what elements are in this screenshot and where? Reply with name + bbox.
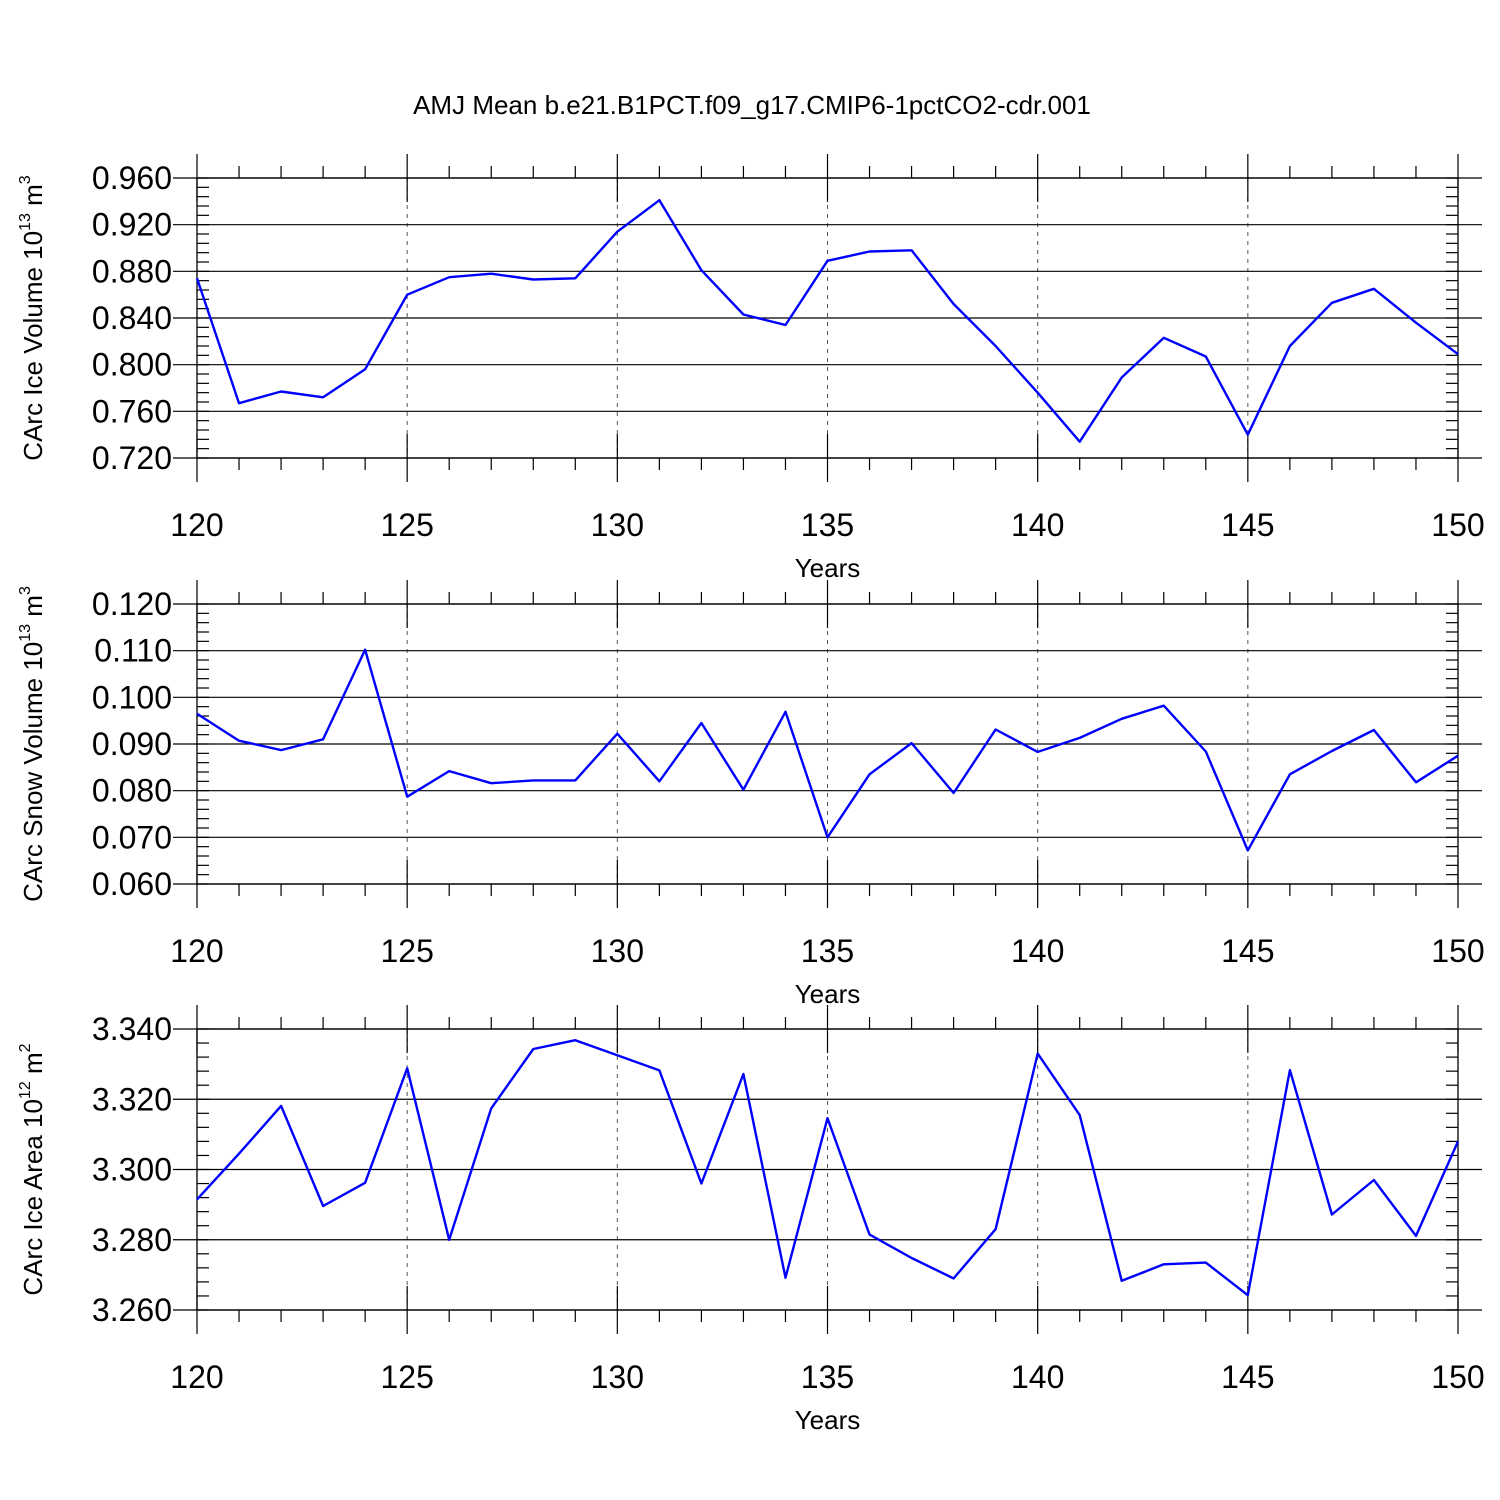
x-tick-label-125: 125: [380, 507, 433, 543]
series-line-panel-1: [195, 198, 1459, 443]
y-axis-label-superscript: 3: [17, 586, 34, 595]
chart-title: AMJ Mean b.e21.B1PCT.f09_g17.CMIP6-1pctC…: [413, 90, 1091, 120]
plot-frame: [196, 603, 1459, 885]
x-tick-label-145: 145: [1221, 1359, 1274, 1395]
panel-3: 3.260 3.280 3.300 3.320 3.340 120 125 130 135 140…: [17, 1005, 1485, 1435]
plot-frame: [196, 177, 1459, 459]
x-tick-label-130: 130: [591, 507, 644, 543]
y-tick-label-0.060: 0.060: [92, 866, 172, 902]
y-tick-label-3.260: 3.260: [92, 1292, 172, 1328]
x-tick-label-140: 140: [1011, 1359, 1064, 1395]
x-tick-label-135: 135: [801, 933, 854, 969]
y-tick-label-0.120: 0.120: [92, 586, 172, 622]
x-tick-label-125: 125: [380, 933, 433, 969]
x-tick-label-130: 130: [591, 933, 644, 969]
x-axis-label: Years: [795, 553, 861, 583]
plot-frame: [196, 1028, 1459, 1311]
y-axis-label-text: CArc Ice Volume 10: [18, 231, 48, 461]
x-tick-label-125: 125: [380, 1359, 433, 1395]
panel-1: 0.720 0.760 0.800 0.840 0.880 0.920 0.960 120 12…: [17, 154, 1485, 583]
y-tick-label-0.110: 0.110: [94, 633, 172, 669]
y-axis-label-text: m: [18, 595, 48, 624]
y-axis-label: CArc Snow Volume 1013 m3: [17, 586, 48, 902]
y-axis-label-superscript: 13: [17, 213, 34, 231]
x-tick-label-120: 120: [170, 1359, 223, 1395]
y-tick-label-0.100: 0.100: [92, 679, 172, 715]
y-axis-label-text: CArc Ice Area 10: [18, 1099, 48, 1296]
x-tick-label-150: 150: [1431, 507, 1484, 543]
x-axis-label: Years: [795, 979, 861, 1009]
y-tick-label-0.090: 0.090: [92, 726, 172, 762]
y-tick-label-0.720: 0.720: [92, 440, 172, 476]
y-tick-label-0.840: 0.840: [92, 300, 172, 336]
x-tick-label-140: 140: [1011, 933, 1064, 969]
x-axis-label: Years: [795, 1405, 861, 1435]
y-axis-label-text: CArc Snow Volume 10: [18, 642, 48, 902]
series-line-panel-3: [196, 1038, 1460, 1297]
y-tick-label-0.080: 0.080: [92, 773, 172, 809]
x-tick-label-145: 145: [1221, 933, 1274, 969]
y-tick-label-3.340: 3.340: [92, 1011, 172, 1047]
panel-2: 0.060 0.070 0.080 0.090 0.100 0.110 0.120 120 12…: [17, 580, 1485, 1009]
y-tick-label-0.880: 0.880: [92, 253, 172, 289]
y-axis-label-text: m: [18, 184, 48, 213]
x-tick-label-140: 140: [1011, 507, 1064, 543]
panels: 0.720 0.760 0.800 0.840 0.880 0.920 0.960 120 12…: [17, 154, 1485, 1435]
y-axis-label-superscript: 12: [17, 1081, 34, 1099]
x-tick-label-120: 120: [170, 507, 223, 543]
x-tick-label-135: 135: [801, 507, 854, 543]
y-axis-label-superscript: 3: [17, 175, 34, 184]
x-tick-label-150: 150: [1431, 1359, 1484, 1395]
y-tick-label-0.070: 0.070: [92, 819, 172, 855]
y-axis-label: CArc Ice Volume 1013 m3: [17, 175, 48, 460]
series-line-panel-2: [196, 648, 1459, 852]
y-tick-label-3.300: 3.300: [92, 1152, 172, 1188]
y-axis-label-superscript: 2: [17, 1043, 34, 1052]
y-axis-label: CArc Ice Area 1012 m2: [17, 1043, 48, 1295]
y-tick-label-3.320: 3.320: [92, 1081, 172, 1117]
y-tick-label-3.280: 3.280: [92, 1222, 172, 1258]
x-tick-label-150: 150: [1431, 933, 1484, 969]
x-tick-label-130: 130: [591, 1359, 644, 1395]
y-tick-label-0.960: 0.960: [92, 160, 172, 196]
y-tick-label-0.760: 0.760: [92, 393, 172, 429]
y-axis-label-text: m: [18, 1052, 48, 1081]
y-tick-label-0.800: 0.800: [92, 347, 172, 383]
y-axis-label-superscript: 13: [17, 624, 34, 642]
y-tick-label-0.920: 0.920: [92, 207, 172, 243]
x-tick-label-135: 135: [801, 1359, 854, 1395]
x-tick-label-145: 145: [1221, 507, 1274, 543]
x-tick-label-120: 120: [170, 933, 223, 969]
